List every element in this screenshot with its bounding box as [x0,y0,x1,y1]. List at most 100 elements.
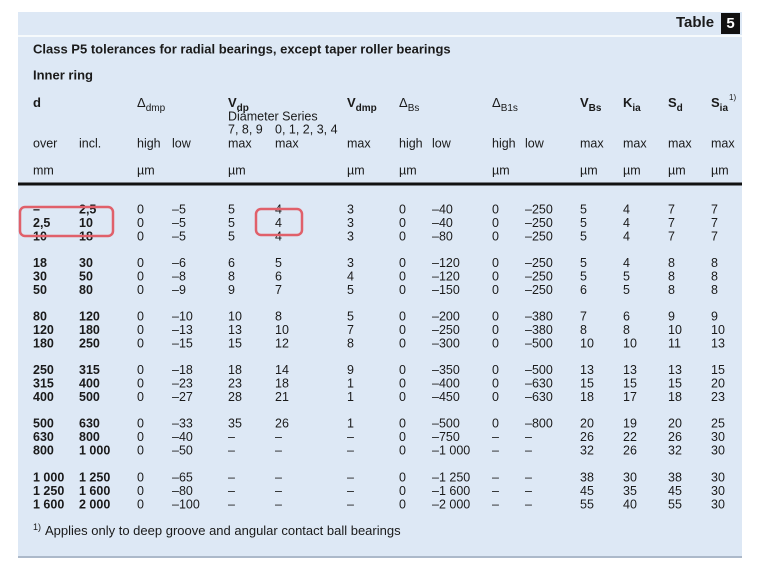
highlight [18,205,115,238]
unit: µm [347,163,365,177]
cell: –400 [432,377,460,391]
column-header: Sd [668,95,683,113]
unit: µm [228,163,246,177]
cell: 32 [580,444,594,458]
subheader: high [399,136,423,150]
cell: 26 [668,430,682,444]
cell: 8 [623,323,630,337]
cell: – [228,484,235,498]
cell: 3 [347,202,354,216]
cell: –33 [172,417,193,431]
cell: 0 [399,497,406,511]
cell: –200 [432,309,460,323]
cell: 0 [137,336,144,350]
cell: 5 [275,256,282,270]
unit: µm [137,163,155,177]
subtitle: Inner ring [33,67,93,82]
cell: 9 [347,363,354,377]
table-body: d Δdmp Vdp Vdmp ΔBs ΔB1s VBs Kia Sd Sia1)Diameter… [33,93,736,538]
cell: 0 [137,497,144,511]
cell: 0 [492,202,499,216]
cell: 18 [668,390,682,404]
cell: 20 [711,377,725,391]
cell: 18 [275,377,289,391]
cell: 38 [580,470,594,484]
cell: –120 [432,269,460,283]
cell: 21 [275,390,289,404]
cell: 0 [399,484,406,498]
cell: 6 [580,283,587,297]
subheader: max [347,136,371,150]
cell: 35 [623,484,637,498]
cell: 0 [137,430,144,444]
cell: 8 [668,269,675,283]
cell: – [275,470,282,484]
cell: 8 [711,256,718,270]
cell: 30 [33,269,47,283]
cell: 8 [275,309,282,323]
cell: 8 [668,256,675,270]
cell: – [525,470,532,484]
cell: –500 [525,336,553,350]
cell: 5 [580,229,587,243]
cell: 30 [711,430,725,444]
subheader: max [711,136,735,150]
cell: 4 [623,256,630,270]
cell: 19 [623,417,637,431]
cell: 0 [492,363,499,377]
cell: 7 [668,202,675,216]
subheader: low [172,136,192,150]
cell: 4 [347,269,354,283]
cell: 0 [399,390,406,404]
cell: 5 [580,202,587,216]
cell: 30 [79,256,93,270]
cell: –630 [525,377,553,391]
cell: 55 [668,497,682,511]
cell: 7 [347,323,354,337]
cell: – [275,430,282,444]
cell: 13 [668,363,682,377]
cell: 1 250 [79,470,110,484]
cell: 10 [228,309,242,323]
cell: 0 [399,444,406,458]
cell: –500 [525,363,553,377]
cell: 5 [580,269,587,283]
cell: 0 [399,202,406,216]
cell: – [347,497,354,511]
cell: – [492,470,499,484]
cell: 9 [668,309,675,323]
header-subscript: Bs [589,103,602,114]
cell: 0 [137,484,144,498]
subheader: high [137,136,161,150]
table-label: Table [676,14,714,31]
cell: 120 [79,309,100,323]
cell: 50 [33,283,47,297]
column-header: Kia [623,95,641,113]
cell: 8 [228,269,235,283]
cell: 8 [668,283,675,297]
cell: 0 [137,323,144,337]
cell: –450 [432,390,460,404]
cell: 4 [623,216,630,230]
cell: 7 [668,216,675,230]
cell: 0 [492,269,499,283]
cell: 0 [492,323,499,337]
cell: – [275,497,282,511]
cell: 0 [492,377,499,391]
cell: 1 [347,390,354,404]
cell: 23 [711,390,725,404]
cell: – [525,444,532,458]
cell: 15 [711,363,725,377]
cell: 7 [668,229,675,243]
cell: 12 [275,336,289,350]
cell: 0 [492,229,499,243]
cell: –630 [525,390,553,404]
cell: 80 [33,309,47,323]
cell: –2 000 [432,497,470,511]
cell: –250 [525,216,553,230]
cell: –15 [172,336,193,350]
cell: 0 [137,470,144,484]
cell: – [347,430,354,444]
cell: 14 [275,363,289,377]
cell: 10 [623,336,637,350]
